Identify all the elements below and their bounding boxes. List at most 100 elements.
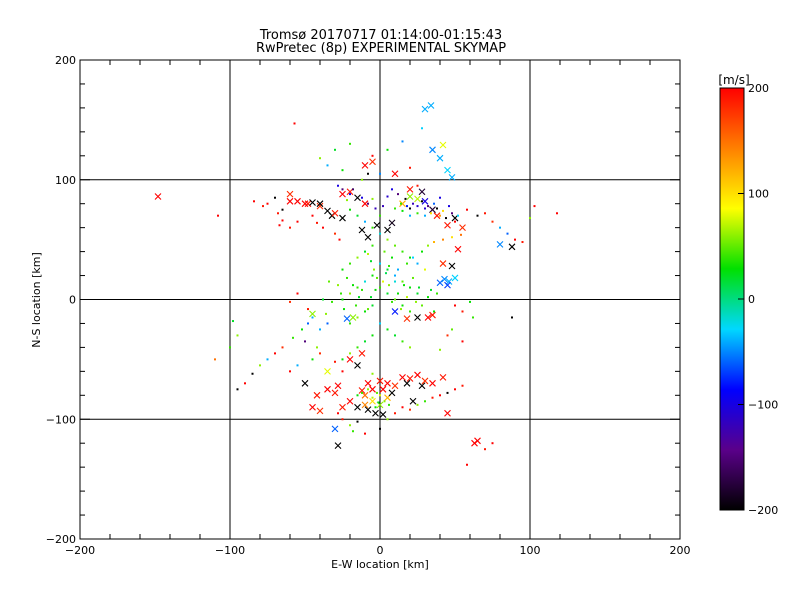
data-point-dot	[409, 214, 411, 217]
data-point-x	[339, 403, 346, 411]
data-point-x	[364, 233, 372, 241]
data-point-dot	[421, 250, 423, 253]
data-point-dot	[433, 202, 435, 205]
data-point-dot	[356, 214, 359, 217]
data-point-dot	[385, 272, 387, 275]
data-point-dot	[514, 238, 516, 241]
data-point-x	[451, 274, 459, 282]
x-tick-label: −100	[215, 544, 245, 557]
data-point-dot	[337, 284, 339, 287]
data-point-dot	[341, 169, 344, 172]
data-point-dot	[373, 268, 375, 271]
data-point-dot	[244, 382, 246, 385]
data-point-dot	[484, 448, 486, 451]
data-point-dot	[446, 391, 449, 394]
grid-lines	[80, 60, 680, 539]
data-point-dot	[484, 212, 486, 215]
data-point-dot	[311, 358, 314, 361]
data-point-dot	[421, 127, 423, 130]
data-point-dot	[406, 262, 408, 265]
data-point-x	[154, 193, 162, 200]
data-point-dot	[418, 286, 420, 289]
y-axis-label: N-S location [km]	[30, 252, 43, 348]
data-point-x	[316, 202, 324, 210]
data-point-dot	[424, 214, 426, 217]
data-point-dot	[274, 352, 276, 355]
data-point-x	[379, 385, 387, 393]
data-point-dot	[383, 400, 386, 403]
data-point-dot	[466, 208, 468, 211]
data-point-x	[414, 371, 421, 379]
data-point-dot	[281, 219, 284, 222]
data-point-dot	[491, 220, 494, 223]
data-point-dot	[367, 308, 369, 311]
data-point-dot	[334, 148, 336, 151]
data-point-dot	[319, 328, 321, 331]
data-point-dot	[436, 292, 438, 295]
data-point-dot	[388, 284, 390, 287]
data-point-x	[441, 275, 448, 283]
data-point-x	[339, 190, 346, 198]
data-point-dot	[472, 316, 474, 319]
data-point-dot	[386, 292, 389, 295]
data-point-dot	[431, 396, 434, 399]
data-point-x	[424, 314, 432, 321]
data-point-dot	[334, 232, 336, 235]
data-point-dot	[439, 196, 441, 199]
data-point-dot	[466, 463, 468, 466]
data-point-x	[436, 279, 444, 287]
data-point-dot	[416, 292, 419, 295]
data-point-dot	[394, 280, 396, 283]
axis-ticks: −200 −100 0 100 200 −200 −100 0 100 200	[46, 54, 691, 557]
data-point-dot	[401, 340, 404, 343]
data-point-x	[471, 439, 478, 447]
data-point-dot	[391, 300, 393, 303]
data-point-dot	[341, 298, 344, 301]
data-point-dot	[296, 220, 299, 223]
data-point-dot	[371, 154, 374, 157]
data-point-dot	[364, 280, 366, 283]
data-point-dot	[442, 209, 444, 212]
data-point-dot	[352, 430, 354, 433]
data-point-dot	[376, 276, 378, 279]
data-point-dot	[451, 212, 453, 215]
data-point-dot	[316, 346, 318, 349]
data-point-dot	[349, 208, 351, 211]
data-point-dot	[416, 212, 419, 215]
data-point-x	[421, 377, 429, 385]
data-point-dot	[356, 286, 359, 289]
data-point-dot	[338, 238, 341, 241]
data-point-dot	[296, 292, 299, 295]
data-point-dot	[451, 328, 453, 331]
data-point-x	[369, 397, 376, 405]
data-point-x	[301, 379, 309, 387]
data-point-x	[384, 226, 391, 234]
data-point-dot	[356, 420, 359, 423]
data-point-dot	[364, 340, 366, 343]
data-point-dot	[386, 418, 389, 421]
data-point-dot	[409, 207, 411, 210]
data-point-dot	[341, 358, 344, 361]
data-point-dot	[415, 300, 417, 303]
data-point-dot	[454, 388, 456, 391]
data-point-x	[444, 281, 451, 289]
data-point-dot	[379, 322, 381, 325]
data-point-dot	[388, 403, 390, 406]
data-point-dot	[349, 193, 351, 196]
data-point-dot	[416, 403, 419, 406]
data-point-dot	[433, 310, 435, 313]
data-point-dot	[394, 207, 396, 210]
data-point-dot	[322, 298, 324, 301]
data-point-dot	[409, 166, 411, 169]
data-point-x	[403, 379, 411, 387]
data-point-dot	[367, 172, 369, 175]
data-point-x	[418, 382, 426, 390]
data-point-x	[448, 262, 456, 270]
data-point-x	[339, 214, 346, 222]
data-point-dot	[382, 280, 384, 283]
data-point-dot	[307, 308, 309, 311]
data-point-dot	[386, 148, 389, 151]
data-point-dot	[364, 220, 366, 223]
data-point-dot	[401, 280, 404, 283]
data-point-dot	[304, 340, 306, 343]
